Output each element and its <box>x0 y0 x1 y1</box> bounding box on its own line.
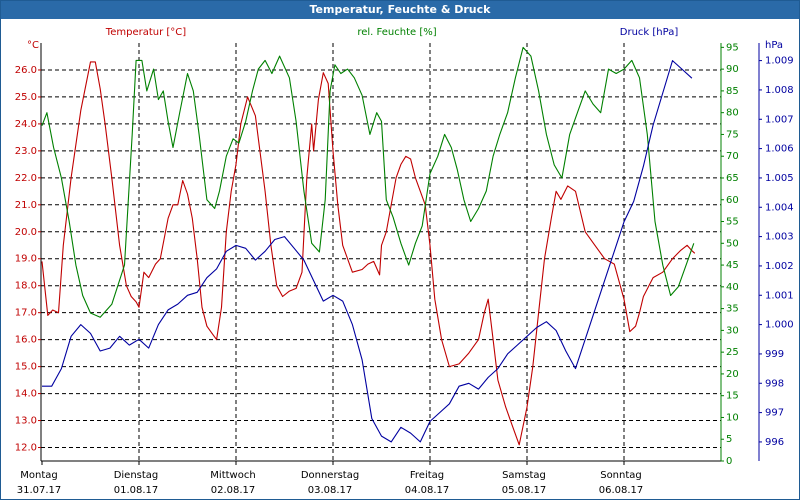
temperature-tick-label: 13.0 <box>15 416 37 427</box>
temperature-tick-label: 26.0 <box>15 65 37 76</box>
series-lines <box>41 46 696 446</box>
chart-title: Temperatur, Feuchte & Druck <box>1 1 799 19</box>
humidity-tick-label: 25 <box>726 347 739 358</box>
temperature-tick-label: 21.0 <box>15 200 37 211</box>
pressure-tick-label: 997 <box>765 408 784 419</box>
x-tick-day: Samstag <box>502 470 546 481</box>
pressure-tick-label: 1.007 <box>765 114 794 125</box>
humidity-tick-label: 40 <box>726 282 739 293</box>
x-tick-day: Mittwoch <box>210 470 255 481</box>
pressure-tick-label: 1.006 <box>765 144 794 155</box>
humidity-tick-label: 45 <box>726 260 739 271</box>
humidity-tick-label: 0 <box>726 456 732 467</box>
x-tick-date: 03.08.17 <box>308 485 353 496</box>
humidity-tick-label: 55 <box>726 217 739 228</box>
humidity-tick-label: 50 <box>726 238 739 249</box>
x-tick-day: Donnerstag <box>301 470 359 481</box>
humidity-tick-label: 80 <box>726 108 739 119</box>
temperature-tick-label: 23.0 <box>15 146 37 157</box>
humidity-tick-label: 85 <box>726 86 739 97</box>
pressure-tick-label: 998 <box>765 378 784 389</box>
temperature-tick-label: 16.0 <box>15 335 37 346</box>
axis-labels: 12.0 13.0 14.0 15.0 16.0 17.0 18.0 19.0 20.0 21.0… <box>15 27 794 496</box>
x-tick-day: Sonntag <box>600 470 642 481</box>
pressure-unit-label: hPa <box>765 40 783 51</box>
temperature-tick-label: 18.0 <box>15 281 37 292</box>
axes <box>38 43 762 465</box>
humidity-tick-label: 75 <box>726 129 739 140</box>
humidity-tick-label: 65 <box>726 173 739 184</box>
x-tick-date: 06.08.17 <box>599 485 644 496</box>
temperature-series-line <box>41 61 696 446</box>
temperature-tick-label: 19.0 <box>15 254 37 265</box>
humidity-tick-label: 10 <box>726 412 739 423</box>
x-tick-date: 05.08.17 <box>502 485 547 496</box>
pressure-series-line <box>42 60 693 443</box>
temperature-axis-title: Temperatur [°C] <box>105 27 186 38</box>
x-tick-day: Dienstag <box>114 470 159 481</box>
humidity-tick-label: 30 <box>726 325 739 336</box>
x-tick-date: 31.07.17 <box>17 485 62 496</box>
grid <box>41 43 721 461</box>
humidity-axis-title: rel. Feuchte [%] <box>357 27 436 38</box>
x-tick-date: 01.08.17 <box>114 485 159 496</box>
humidity-tick-label: 35 <box>726 304 739 315</box>
pressure-axis-title: Druck [hPa] <box>620 27 679 38</box>
pressure-tick-label: 1.008 <box>765 85 794 96</box>
humidity-tick-label: 70 <box>726 151 739 162</box>
temperature-tick-label: 15.0 <box>15 362 37 373</box>
temperature-tick-label: 14.0 <box>15 389 37 400</box>
pressure-tick-label: 1.000 <box>765 320 794 331</box>
pressure-tick-label: 1.002 <box>765 261 794 272</box>
temperature-tick-label: 22.0 <box>15 173 37 184</box>
humidity-tick-label: 15 <box>726 391 739 402</box>
pressure-tick-label: 1.001 <box>765 290 794 301</box>
humidity-series-line <box>41 46 695 318</box>
temperature-tick-label: 12.0 <box>15 443 37 454</box>
x-tick-date: 04.08.17 <box>405 485 450 496</box>
temperature-tick-label: 17.0 <box>15 308 37 319</box>
pressure-tick-label: 1.009 <box>765 56 794 67</box>
humidity-tick-label: 20 <box>726 369 739 380</box>
temperature-unit-label: °C <box>27 40 39 51</box>
pressure-tick-label: 1.005 <box>765 173 794 184</box>
x-tick-day: Freitag <box>410 470 444 481</box>
humidity-tick-label: 5 <box>726 434 732 445</box>
pressure-tick-label: 1.003 <box>765 232 794 243</box>
pressure-tick-label: 999 <box>765 349 784 360</box>
temperature-tick-label: 25.0 <box>15 92 37 103</box>
temperature-tick-label: 24.0 <box>15 119 37 130</box>
x-tick-day: Montag <box>20 470 57 481</box>
humidity-tick-label: 95 <box>726 42 739 53</box>
humidity-tick-label: 60 <box>726 195 739 206</box>
humidity-tick-label: 90 <box>726 64 739 75</box>
x-tick-date: 02.08.17 <box>211 485 256 496</box>
pressure-tick-label: 996 <box>765 437 784 448</box>
temperature-tick-label: 20.0 <box>15 227 37 238</box>
pressure-tick-label: 1.004 <box>765 202 794 213</box>
